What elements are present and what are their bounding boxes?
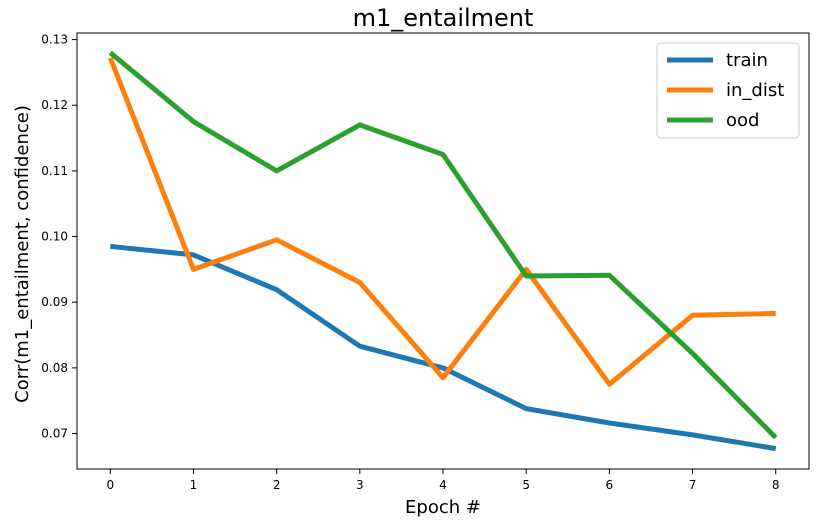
y-tick-label: 0.11 [41, 164, 68, 178]
series-line-in-dist [107, 57, 776, 387]
x-tick-label: 1 [190, 478, 198, 492]
y-tick-label: 0.07 [41, 427, 68, 441]
y-tick-label: 0.08 [41, 361, 68, 375]
legend-label: train [726, 50, 768, 71]
chart-title: m1_entailment [353, 4, 534, 32]
series-line-ood [108, 50, 778, 440]
y-tick-label: 0.10 [41, 230, 68, 244]
legend-label: in_dist [726, 80, 784, 101]
plot-area [107, 50, 778, 452]
x-tick-label: 7 [689, 478, 697, 492]
axes: 0 1 2 3 4 5 6 7 8 0.07 0.08 0.09 0.10 0.11 0.12 0.13 [41, 32, 810, 492]
x-tick-label: 3 [356, 478, 364, 492]
y-tick-label: 0.12 [41, 98, 68, 112]
y-tick-label: 0.09 [41, 295, 68, 309]
y-tick-label: 0.13 [41, 33, 68, 47]
legend-label: ood [726, 110, 759, 131]
legend-box [656, 42, 800, 139]
x-axis-title: Epoch # [405, 497, 481, 518]
y-axis-title: Corr(m1_entailment, confidence) [12, 105, 33, 403]
x-tick-label: 8 [772, 478, 780, 492]
x-tick-label: 5 [522, 478, 530, 492]
series-line-train [110, 243, 777, 452]
x-tick-label: 2 [273, 478, 281, 492]
x-tick-label: 4 [439, 478, 447, 492]
x-tick-label: 0 [106, 478, 114, 492]
x-tick-label: 6 [606, 478, 614, 492]
